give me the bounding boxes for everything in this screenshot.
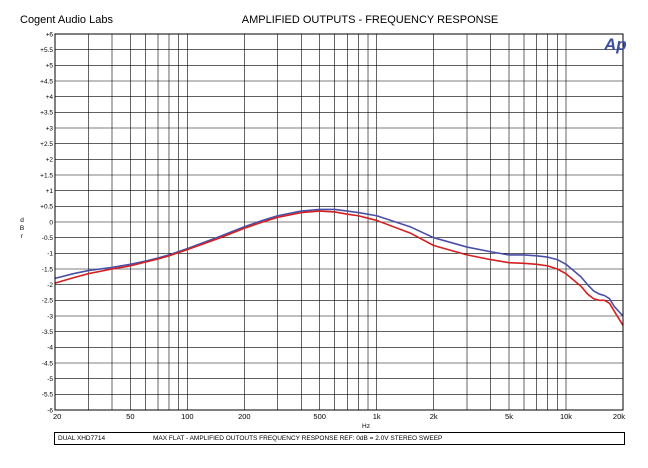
- x-tick-label: 20: [53, 412, 61, 421]
- x-tick-label: 100: [181, 412, 194, 421]
- y-tick-label: +2.5: [40, 141, 53, 148]
- y-tick-label: -2.5: [42, 298, 54, 305]
- y-tick-label: -3.5: [42, 329, 54, 336]
- x-tick-label: 50: [126, 412, 134, 421]
- y-tick-label: +0.5: [40, 204, 53, 211]
- x-tick-label: 500: [313, 412, 326, 421]
- y-axis-ticks: +6 +5.5 +5 +4.5 +4 +3.5 +3 +2.5 +2 +1.5 +1 +0.5 0 -0.…: [40, 31, 53, 414]
- x-tick-label: 10k: [560, 412, 572, 421]
- x-axis-label: Hz: [362, 423, 370, 430]
- footer-info-bar: DUAL XHD7714 MAX FLAT - AMPLIFIED OUTOUT…: [54, 432, 625, 445]
- y-tick-label: +1: [46, 188, 54, 195]
- data-series: [54, 208, 624, 326]
- y-tick-label: +3.5: [40, 110, 53, 117]
- plot-frame: [54, 33, 624, 411]
- x-axis-ticks: 20 50 100 200 500 1k 2k 5k 10k 20k: [53, 412, 625, 421]
- x-tick-label: 5k: [505, 412, 513, 421]
- y-tick-label: +3: [46, 125, 54, 132]
- y-tick-label: -1: [47, 251, 53, 258]
- x-tick-label: 2k: [430, 412, 438, 421]
- y-tick-label: -5.5: [42, 392, 54, 399]
- x-tick-label: 1k: [373, 412, 381, 421]
- audio-precision-logo: Ap: [603, 35, 627, 54]
- x-tick-label: 20k: [613, 412, 625, 421]
- y-tick-label: -0.5: [42, 235, 54, 242]
- y-tick-label: -2: [47, 282, 53, 289]
- y-tick-label: +6: [46, 31, 54, 38]
- chart-title: AMPLIFIED OUTPUTS - FREQUENCY RESPONSE: [241, 14, 499, 26]
- y-tick-label: -5: [47, 376, 53, 383]
- grid-lines: [55, 34, 623, 410]
- y-tick-label: +5: [46, 63, 54, 70]
- y-tick-label: +2: [46, 157, 54, 164]
- x-tick-label: 200: [238, 412, 251, 421]
- y-tick-label: -6: [47, 407, 53, 414]
- y-tick-label: +5.5: [40, 47, 53, 54]
- y-tick-label: +1.5: [40, 172, 53, 179]
- series-line-red: [54, 210, 624, 326]
- y-tick-label: 0: [49, 219, 53, 226]
- y-tick-label: +4: [46, 94, 54, 101]
- footer-description: MAX FLAT - AMPLIFIED OUTOUTS FREQUENCY R…: [153, 435, 443, 442]
- y-tick-label: -4: [47, 345, 53, 352]
- y-tick-label: -1.5: [42, 266, 54, 273]
- y-tick-label: -4.5: [42, 360, 54, 367]
- y-tick-label: -3: [47, 313, 53, 320]
- footer-device-name: DUAL XHD7714: [58, 435, 106, 442]
- company-name: Cogent Audio Labs: [20, 14, 113, 26]
- y-tick-label: +4.5: [40, 78, 53, 85]
- series-line-blue: [54, 208, 624, 317]
